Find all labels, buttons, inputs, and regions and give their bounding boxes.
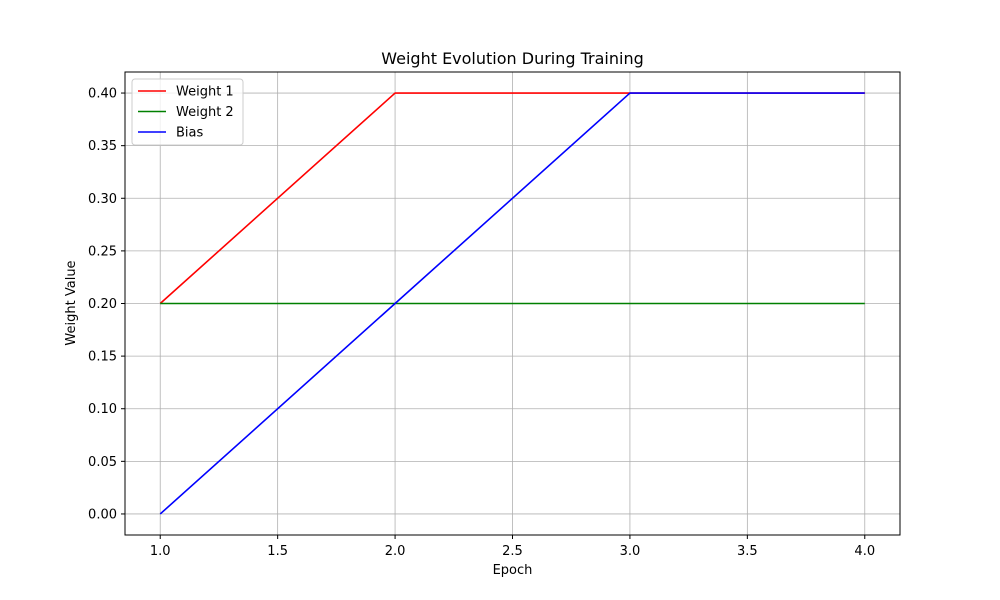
series-line-bias: [159, 92, 865, 515]
x-tick-label: 4.0: [854, 544, 875, 559]
x-axis-title: Epoch: [493, 563, 533, 578]
x-tick-label: 1.0: [150, 544, 171, 559]
chart-title: Weight Evolution During Training: [381, 49, 644, 68]
legend-label: Weight 1: [176, 85, 234, 100]
x-tick-label: 1.5: [267, 544, 288, 559]
x-axis-ticks: 1.0 1.5 2.0 2.5 3.0 3.5 4.0: [150, 535, 875, 559]
y-tick-label: 0.25: [88, 244, 117, 259]
y-tick-label: 0.30: [88, 192, 117, 207]
y-tick-label: 0.10: [88, 402, 117, 417]
y-tick-label: 0.40: [88, 87, 117, 102]
x-tick-label: 2.0: [385, 544, 406, 559]
x-tick-label: 3.0: [620, 544, 641, 559]
y-axis-title: Weight Value: [64, 260, 79, 345]
y-axis-ticks: 0.00 0.05 0.10 0.15 0.20 0.25 0.30 0.35 0.40: [88, 87, 125, 522]
y-tick-label: 0.05: [88, 455, 117, 470]
legend-label: Bias: [176, 126, 203, 141]
legend-box: [131, 78, 244, 146]
x-tick-label: 2.5: [502, 544, 523, 559]
y-tick-label: 0.35: [88, 139, 117, 154]
x-tick-label: 3.5: [737, 544, 758, 559]
y-tick-label: 0.15: [88, 350, 117, 365]
series-lines: [159, 92, 865, 515]
legend: Weight 1 Weight 2 Bias: [131, 78, 244, 146]
y-tick-label: 0.00: [88, 507, 117, 522]
legend-label: Weight 2: [176, 105, 234, 120]
y-tick-label: 0.20: [88, 297, 117, 312]
